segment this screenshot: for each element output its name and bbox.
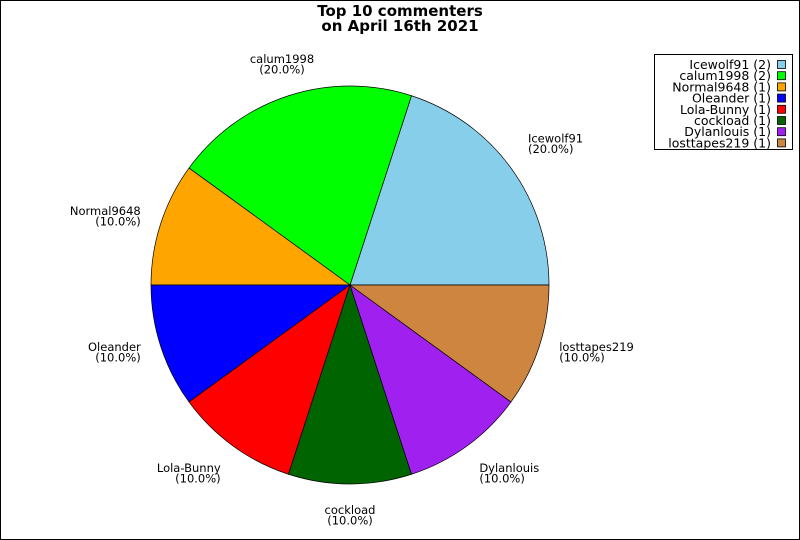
pie-slice-lola-bunny — [188, 284, 351, 475]
legend-swatch — [777, 71, 786, 81]
slice-label: losttapes219 — [559, 340, 634, 354]
pie-slice-losttapes219 — [348, 284, 550, 403]
slice-label: Lola-Bunny — [157, 461, 221, 475]
legend-swatch — [777, 104, 786, 114]
legend-entry-label: Icewolf91 (2) — [689, 57, 771, 72]
slice-percent-label: (10.0%) — [95, 350, 141, 364]
pie-slice-icewolf91 — [349, 95, 550, 286]
legend-box — [654, 54, 793, 150]
slice-percent-label: (10.0%) — [95, 215, 141, 229]
slice-percent-label: (10.0%) — [479, 471, 525, 485]
legend-entry-label: Dylanlouis (1) — [684, 124, 771, 139]
slice-label: Normal9648 — [70, 204, 141, 218]
slice-percent-label: (10.0%) — [559, 350, 605, 364]
slice-label: calum1998 — [250, 52, 314, 66]
legend-swatch — [777, 93, 786, 103]
slice-percent-label: (10.0%) — [327, 514, 373, 528]
legend-swatch — [777, 138, 786, 148]
pie-slice-calum1998 — [188, 85, 412, 286]
legend-entry-label: Lola-Bunny (1) — [680, 102, 771, 117]
pie-slice-dylanlouis — [349, 284, 512, 475]
slice-label: Oleander — [88, 340, 141, 354]
legend-entry-label: calum1998 (2) — [679, 68, 771, 83]
legend-entry-label: Oleander (1) — [692, 91, 771, 106]
chart-title-line-2: on April 16th 2021 — [321, 17, 478, 35]
pie-slice-oleander — [150, 284, 352, 403]
legend: Icewolf91 (2)calum1998 (2)Normal9648 (1)… — [654, 54, 793, 150]
slice-percent-label: (20.0%) — [528, 142, 574, 156]
legend-swatch — [777, 60, 786, 69]
pie-slice-cockload — [288, 283, 412, 485]
legend-entry-label: losttapes219 (1) — [668, 135, 771, 150]
pie-slice-normal9648 — [150, 167, 352, 286]
legend-entry-label: cockload (1) — [694, 113, 771, 128]
slice-percent-label: (10.0%) — [175, 471, 221, 485]
slice-label: cockload — [325, 503, 376, 517]
legend-swatch — [777, 116, 786, 125]
legend-entry-label: Normal9648 (1) — [672, 79, 771, 94]
slice-label: Dylanlouis — [479, 461, 539, 475]
legend-swatch — [777, 82, 786, 92]
chart-title-line-1: Top 10 commenters — [317, 2, 483, 20]
slice-percent-label: (20.0%) — [259, 62, 305, 76]
legend-swatch — [777, 127, 786, 137]
slice-label: Icewolf91 — [528, 132, 583, 146]
